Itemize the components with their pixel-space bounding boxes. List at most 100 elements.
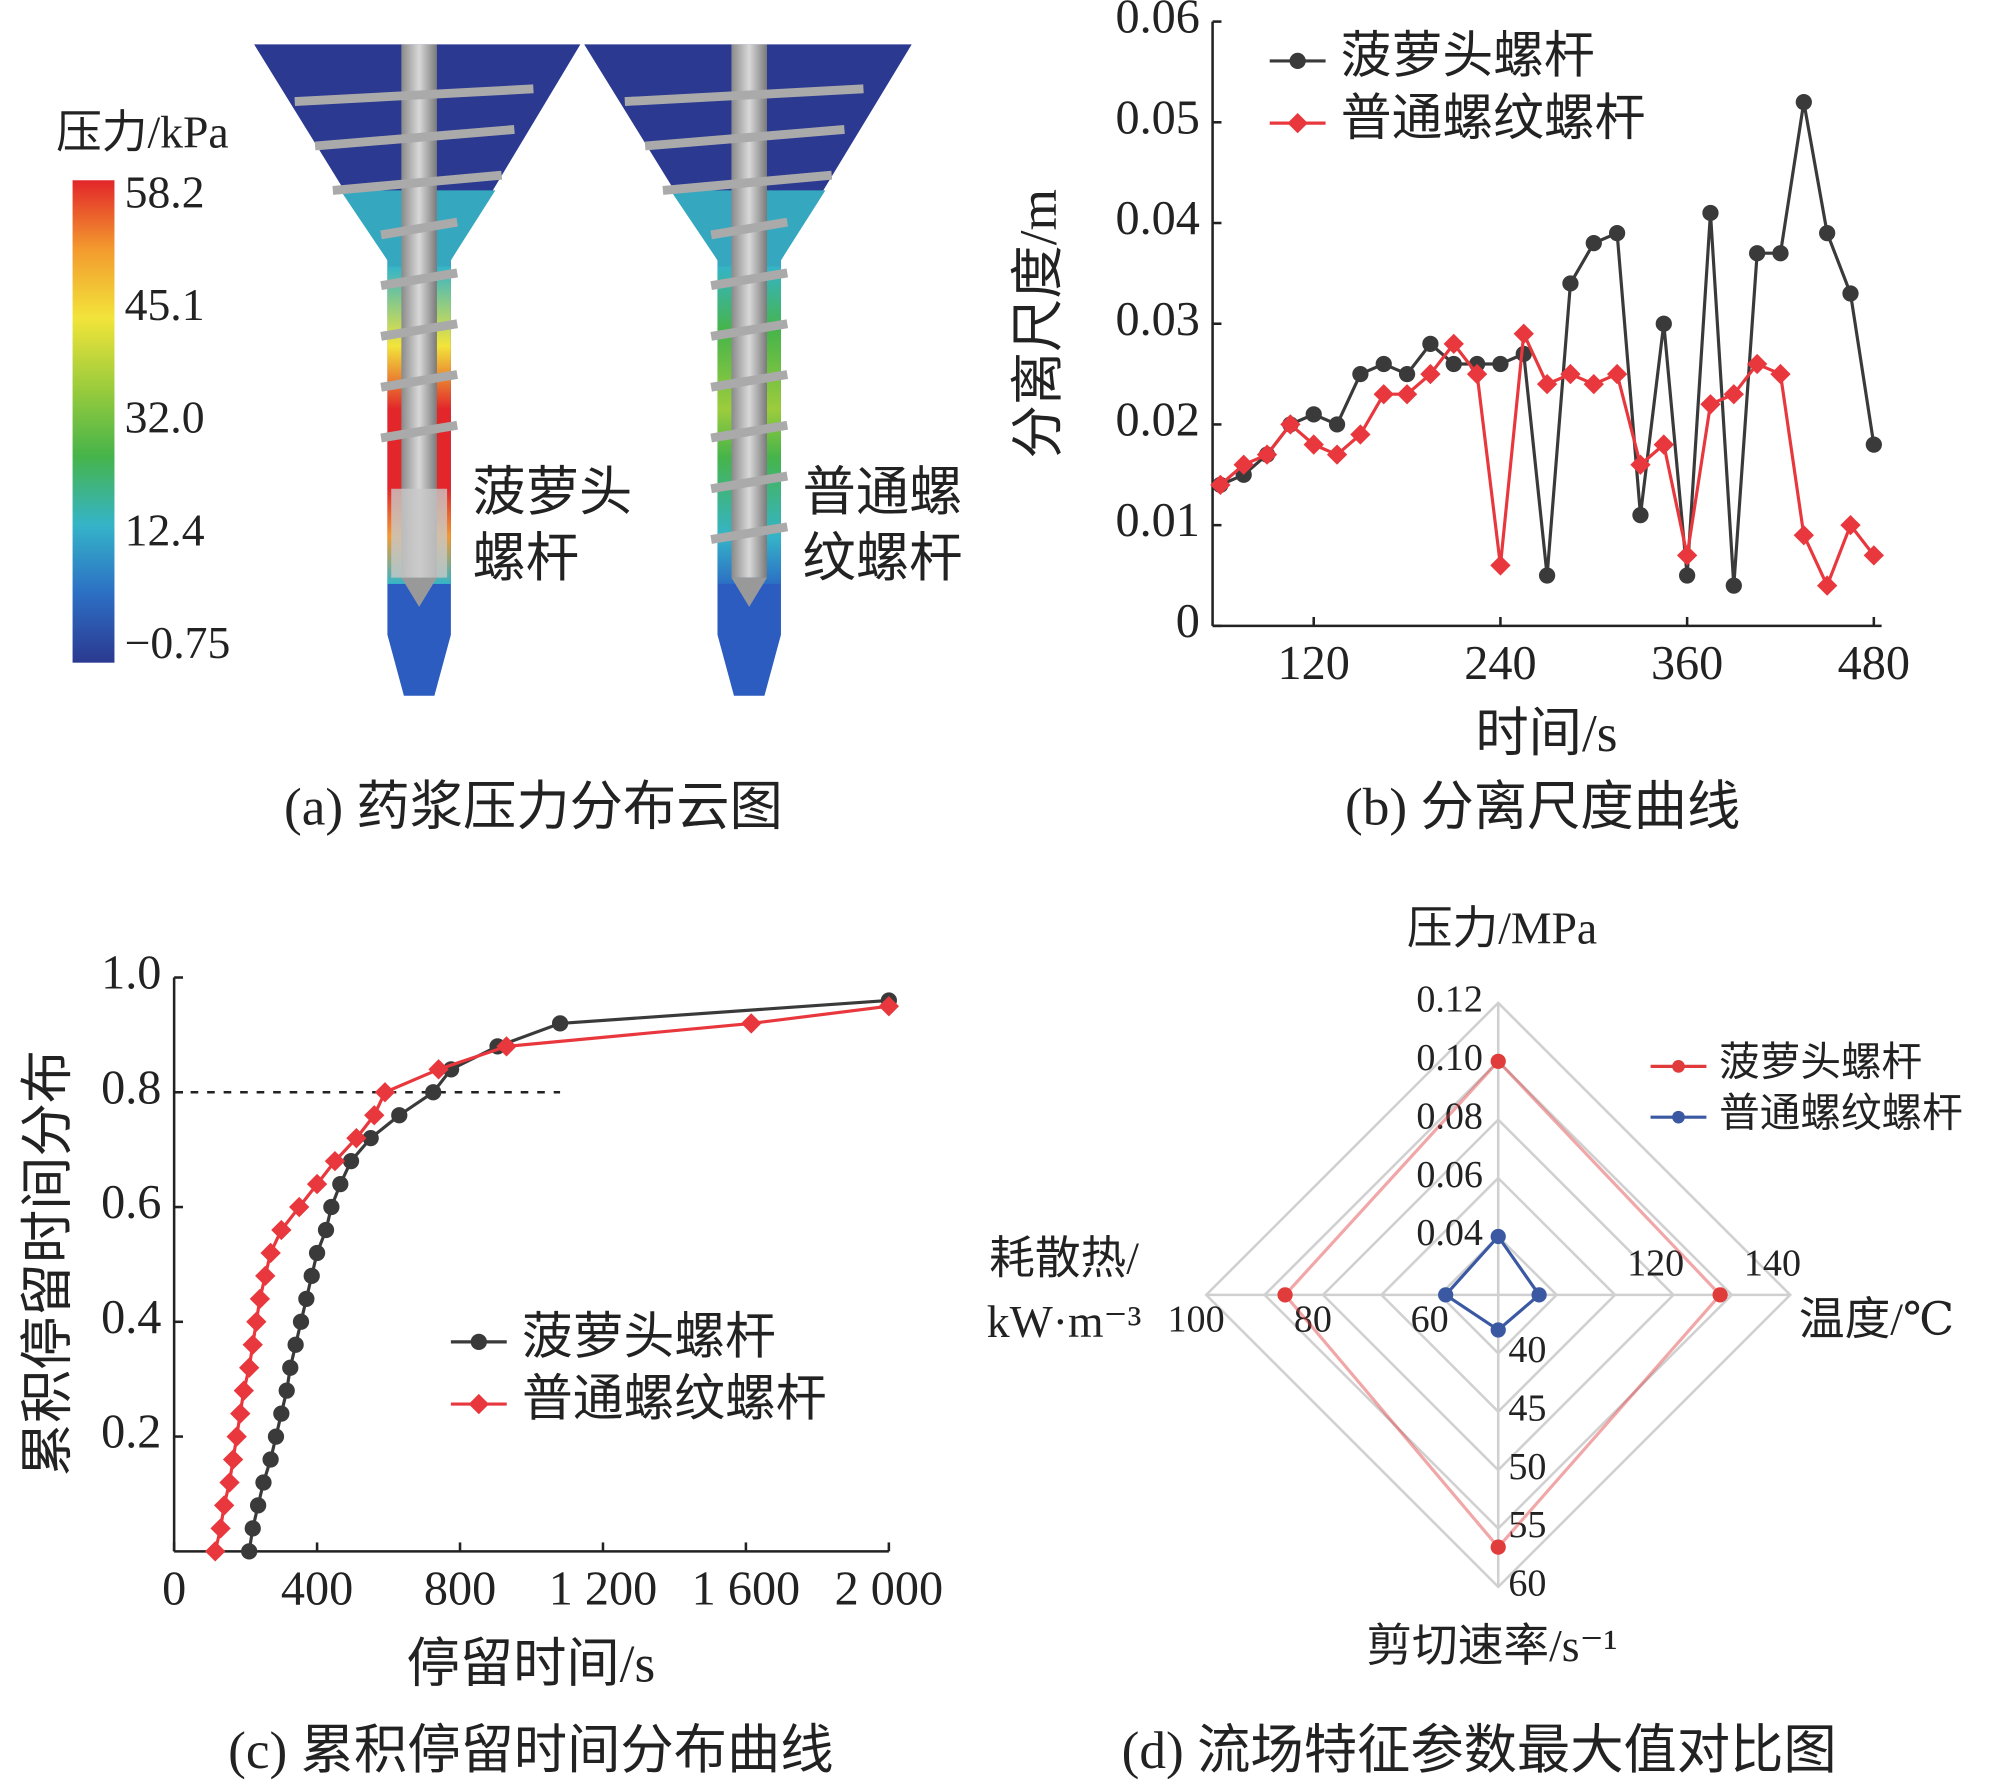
- x-tick-label: 800: [424, 1562, 496, 1615]
- caption: (a) 药浆压力分布云图: [284, 777, 783, 837]
- x-axis-title: 时间/s: [1475, 703, 1617, 763]
- radar-tick-label: 0.06: [1416, 1154, 1483, 1196]
- marker: [468, 1393, 489, 1415]
- marker: [298, 1290, 315, 1307]
- marker: [374, 1082, 396, 1103]
- radar-point: [1490, 1228, 1506, 1245]
- marker: [323, 1198, 340, 1216]
- marker: [551, 1015, 569, 1032]
- radar-axis-label: 耗散热/: [989, 1233, 1139, 1284]
- marker: [1562, 275, 1579, 292]
- marker: [1326, 444, 1348, 465]
- marker: [292, 1313, 310, 1330]
- marker: [1233, 454, 1254, 475]
- marker: [391, 1107, 408, 1124]
- radar-axis-label: kW·m⁻³: [987, 1296, 1142, 1347]
- marker: [210, 1518, 231, 1539]
- marker: [1653, 434, 1674, 455]
- radar-tick-label: 0.10: [1416, 1037, 1483, 1079]
- marker: [1443, 333, 1464, 355]
- annotation: 纹螺杆: [803, 528, 963, 588]
- marker: [1679, 567, 1696, 584]
- marker: [1819, 224, 1836, 242]
- radar-point: [1531, 1287, 1547, 1303]
- marker: [1492, 355, 1509, 373]
- legend-label: 菠萝头螺杆: [522, 1309, 776, 1365]
- marker: [249, 1288, 271, 1310]
- y-tick-label: 0.02: [1115, 394, 1199, 447]
- funnel-right: [584, 44, 912, 696]
- y-tick-label: 0.06: [1115, 0, 1199, 44]
- radar-point: [1490, 1053, 1506, 1069]
- marker: [1630, 454, 1651, 475]
- caption: (b) 分离尺度曲线: [1345, 777, 1740, 837]
- marker: [1490, 555, 1511, 576]
- radar-point: [1438, 1287, 1454, 1303]
- x-tick-label: 400: [281, 1562, 353, 1615]
- colorbar-tick-label: 58.2: [125, 166, 205, 217]
- marker: [1632, 506, 1649, 524]
- annotation: 菠萝头: [472, 462, 632, 522]
- marker: [342, 1153, 360, 1170]
- marker: [1396, 384, 1418, 405]
- radar-tick-label: 0.04: [1416, 1212, 1483, 1254]
- colorbar-label: 压力/kPa: [56, 107, 229, 158]
- marker: [1606, 363, 1628, 385]
- y-tick-label: 1.0: [101, 947, 161, 1000]
- radar-line: [1282, 1058, 1723, 1550]
- marker: [242, 1334, 263, 1355]
- marker: [205, 1541, 226, 1562]
- marker: [287, 1336, 304, 1353]
- y-tick-label: 0.01: [1115, 494, 1199, 547]
- colorbar-tick-label: −0.75: [125, 617, 231, 668]
- y-tick-label: 0.05: [1115, 91, 1199, 144]
- marker: [1445, 355, 1462, 373]
- marker: [1303, 434, 1324, 455]
- marker: [306, 1173, 328, 1195]
- marker: [1256, 444, 1278, 465]
- radar-tick-label: 120: [1627, 1243, 1684, 1285]
- marker: [1352, 365, 1369, 383]
- legend-marker: [1672, 1110, 1685, 1124]
- y-tick-label: 0.4: [101, 1291, 161, 1344]
- y-tick-label: 0.04: [1115, 192, 1199, 245]
- marker: [308, 1244, 326, 1262]
- annotation: 螺杆: [472, 528, 579, 588]
- y-tick-label: 0.6: [101, 1176, 161, 1229]
- marker: [1842, 285, 1859, 302]
- x-axis-title: 停留时间/s: [406, 1634, 655, 1694]
- marker: [1513, 323, 1534, 344]
- marker: [1676, 545, 1698, 566]
- marker: [260, 1242, 281, 1264]
- marker: [1585, 235, 1602, 252]
- marker: [230, 1403, 251, 1424]
- series-line: [247, 998, 889, 1552]
- radar-tick-label: 80: [1294, 1299, 1332, 1341]
- radar-tick-label: 100: [1168, 1299, 1225, 1341]
- x-tick-label: 2 000: [835, 1562, 944, 1615]
- marker: [222, 1449, 244, 1470]
- marker: [1608, 224, 1626, 242]
- x-tick-label: 1 600: [692, 1562, 801, 1615]
- x-tick-label: 0: [162, 1562, 186, 1615]
- marker: [282, 1359, 299, 1376]
- marker: [1373, 384, 1394, 405]
- marker: [1466, 363, 1488, 385]
- series-line: [1219, 101, 1876, 586]
- marker: [1398, 365, 1416, 383]
- marker: [271, 1219, 292, 1241]
- marker: [1289, 52, 1306, 70]
- marker: [317, 1221, 335, 1239]
- marker: [1375, 355, 1392, 373]
- marker: [262, 1451, 279, 1468]
- caption: (d) 流场特征参数最大值对比图: [1122, 1720, 1837, 1780]
- marker: [267, 1428, 285, 1445]
- legend-label: 菠萝头螺杆: [1719, 1040, 1922, 1085]
- radar-tick-label: 55: [1508, 1504, 1546, 1546]
- marker: [741, 1013, 762, 1034]
- legend-label: 普通螺纹螺杆: [522, 1371, 827, 1427]
- marker: [425, 1084, 442, 1101]
- marker: [226, 1426, 247, 1447]
- legend-label: 菠萝头螺杆: [1341, 28, 1595, 84]
